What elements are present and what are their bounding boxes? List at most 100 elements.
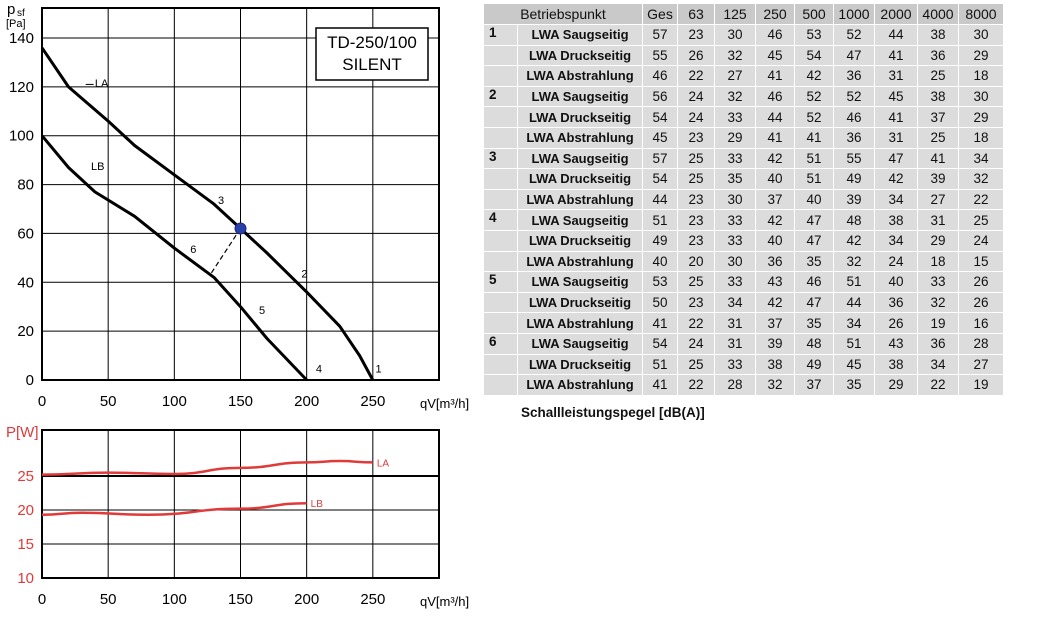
table-cell: 54: [794, 45, 834, 67]
table-cell: 27: [958, 354, 1004, 376]
y-tick-label: 25: [17, 468, 34, 485]
table-cell: 33: [714, 106, 756, 128]
table-cell: 46: [642, 65, 678, 87]
operating-point-number: 5: [484, 271, 518, 293]
table-cell: 23: [677, 292, 715, 314]
x-tick-label: 200: [294, 591, 319, 608]
table-row: 3 LWA Saugseitig 57 25 33 42 51 55 47 41 34: [484, 148, 1004, 170]
table-cell: 18: [958, 127, 1004, 149]
table-cell: 42: [874, 168, 918, 190]
table-cell: 30: [958, 86, 1004, 108]
table-cell: 35: [794, 251, 834, 273]
series-line-la: [40, 46, 375, 381]
table-cell: 34: [714, 292, 756, 314]
table-cell: 35: [833, 374, 875, 396]
y-tick-label: 20: [17, 323, 34, 340]
plot-frame: [41, 429, 440, 579]
table-cell: 42: [755, 209, 795, 231]
series-line-lb: [40, 134, 308, 382]
table-cell: 51: [642, 354, 678, 376]
table-cell: 44: [874, 24, 918, 46]
table-cell: 48: [794, 333, 834, 355]
table-cell: 25: [917, 127, 959, 149]
table-cell: 31: [917, 209, 959, 231]
y-tick-label: 120: [9, 79, 34, 96]
table-cell: 22: [917, 374, 959, 396]
table-cell: 52: [833, 86, 875, 108]
table-cell: 29: [714, 127, 756, 149]
table-cell: 39: [755, 333, 795, 355]
table-cell: 26: [958, 292, 1004, 314]
table-cell: 49: [642, 230, 678, 252]
y-axis-unit: [Pa]: [6, 18, 26, 30]
x-tick-label: 150: [228, 393, 253, 410]
table-row: 4 LWA Saugseitig 51 23 33 42 47 48 38 31 25: [484, 209, 1004, 231]
table-cell: 36: [755, 251, 795, 273]
table-row: 6 LWA Saugseitig 54 24 31 39 48 51 43 36 28: [484, 333, 1004, 355]
y-tick-label: 140: [9, 30, 34, 47]
table-row: LWA Abstrahlung 40 20 30 36 35 32 24 18 15: [484, 251, 1004, 273]
table-header-cell: 4000: [917, 4, 959, 25]
table-cell: 23: [677, 230, 715, 252]
table-cell: 22: [677, 65, 715, 87]
table-cell: 29: [958, 106, 1004, 128]
table-cell: 55: [642, 45, 678, 67]
x-tick-label: 250: [360, 591, 385, 608]
x-tick-label: 150: [228, 591, 253, 608]
table-header-cell: 2000: [874, 4, 918, 25]
table-cell: 45: [833, 354, 875, 376]
table-cell: 30: [714, 189, 756, 211]
table-cell: 43: [755, 271, 795, 293]
table-cell: 41: [642, 374, 678, 396]
table-cell: 40: [755, 168, 795, 190]
table-cell: 50: [642, 292, 678, 314]
table-cell: 47: [833, 45, 875, 67]
table-cell: 37: [794, 374, 834, 396]
table-row: LWA Abstrahlung 45 23 29 41 41 36 31 25 18: [484, 127, 1004, 149]
table-cell: 36: [833, 127, 875, 149]
table-cell: 25: [958, 209, 1004, 231]
table-row: LWA Druckseitig 49 23 33 40 47 42 34 29 24: [484, 230, 1004, 252]
series-line-lb: [41, 501, 307, 517]
table-cell: 23: [677, 189, 715, 211]
table-cell: 32: [917, 292, 959, 314]
table-cell: 46: [755, 86, 795, 108]
table-cell: 29: [874, 374, 918, 396]
operating-point-spacer: [484, 292, 518, 314]
curve-label: 2: [301, 268, 307, 280]
y-tick-label: 10: [17, 570, 34, 587]
row-label: LWA Abstrahlung: [517, 65, 643, 87]
row-label: LWA Saugseitig: [517, 148, 643, 170]
table-cell: 31: [874, 127, 918, 149]
table-cell: 41: [755, 127, 795, 149]
table-header-cell: Betriebspunkt: [484, 4, 643, 25]
table-cell: 24: [874, 251, 918, 273]
operating-point-spacer: [484, 189, 518, 211]
table-cell: 18: [958, 65, 1004, 87]
table-cell: 41: [917, 148, 959, 170]
table-cell: 46: [755, 24, 795, 46]
table-cell: 15: [958, 251, 1004, 273]
x-tick-label: 100: [162, 591, 187, 608]
row-label: LWA Abstrahlung: [517, 312, 643, 334]
table-cell: 25: [677, 271, 715, 293]
table-cell: 19: [958, 374, 1004, 396]
table-cell: 16: [958, 312, 1004, 334]
table-cell: 57: [642, 24, 678, 46]
table-cell: 28: [714, 374, 756, 396]
table-cell: 40: [755, 230, 795, 252]
table-header-cell: 500: [794, 4, 834, 25]
table-cell: 36: [917, 45, 959, 67]
table-cell: 42: [755, 148, 795, 170]
table-cell: 42: [794, 65, 834, 87]
table-cell: 36: [917, 333, 959, 355]
table-cell: 42: [833, 230, 875, 252]
row-label: LWA Druckseitig: [517, 45, 643, 67]
table-cell: 37: [755, 189, 795, 211]
table-cell: 32: [714, 45, 756, 67]
table-cell: 38: [874, 354, 918, 376]
operating-point-spacer: [484, 312, 518, 334]
table-header-cell: 1000: [833, 4, 875, 25]
table-cell: 31: [714, 333, 756, 355]
plot-frame: [41, 7, 440, 381]
